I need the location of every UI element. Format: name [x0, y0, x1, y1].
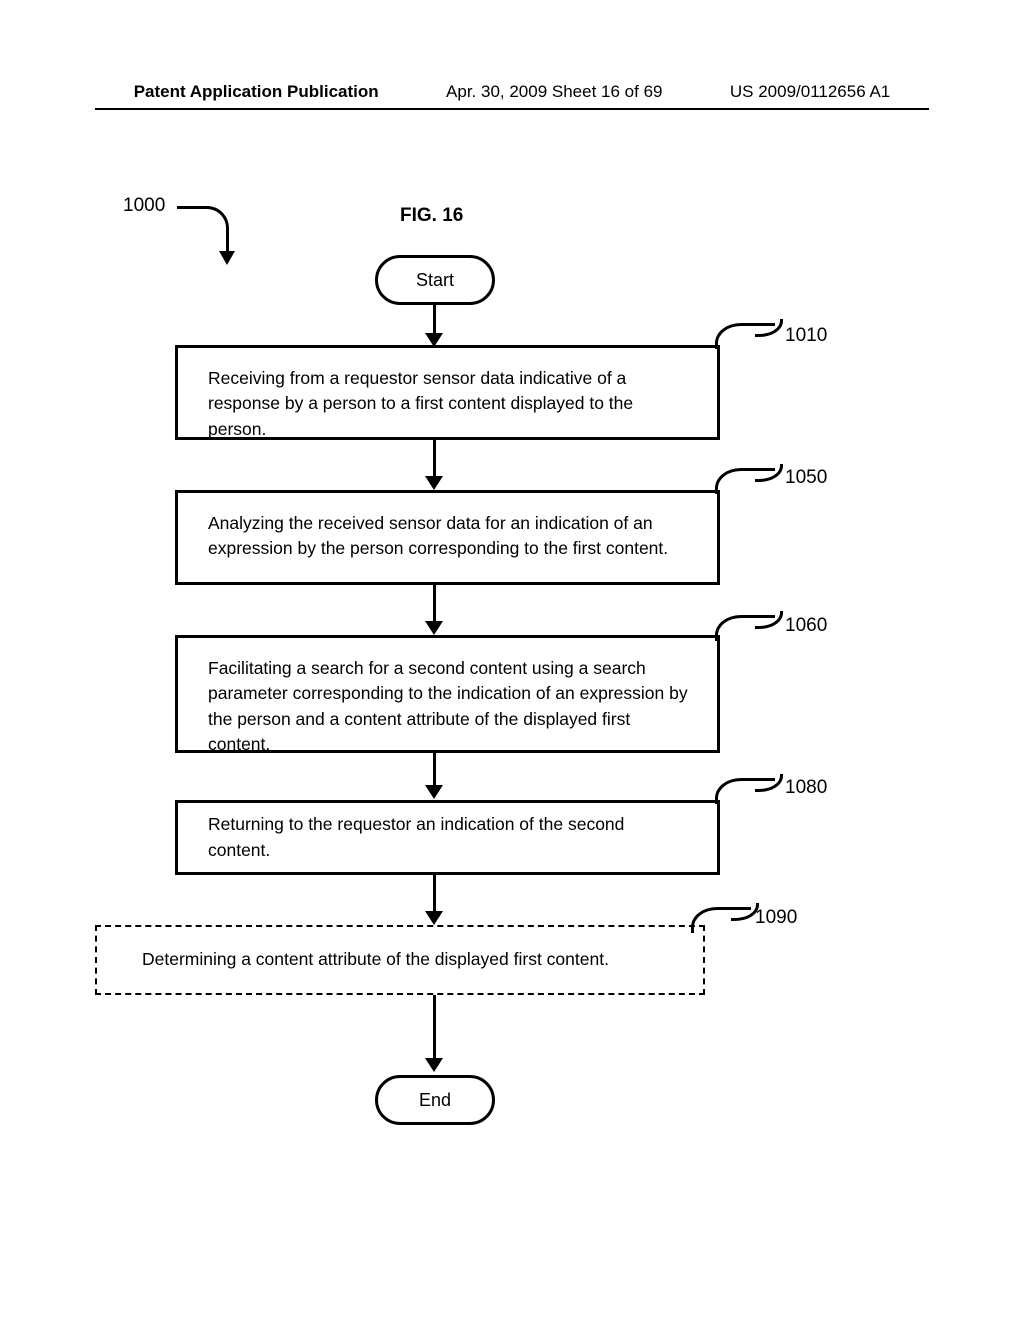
step-1080: Returning to the requestor an indication… [175, 800, 720, 875]
ref-label-1000: 1000 [123, 195, 165, 217]
step-1010: Receiving from a requestor sensor data i… [175, 345, 720, 440]
arrow-1080-to-1090 [433, 875, 436, 913]
step-1060: Facilitating a search for a second conte… [175, 635, 720, 753]
callout-tail-1080 [755, 774, 783, 792]
leader-1000-curve [205, 206, 229, 256]
figure-title: FIG. 16 [400, 205, 463, 227]
step-1060-text: Facilitating a search for a second conte… [208, 658, 688, 754]
step-1080-text: Returning to the requestor an indication… [208, 812, 691, 863]
terminal-end: End [375, 1075, 495, 1125]
arrow-start-to-1010 [433, 305, 436, 335]
arrow-1010-to-1050 [433, 440, 436, 478]
arrowhead-1090-to-end [425, 1058, 443, 1072]
step-1050-text: Analyzing the received sensor data for a… [208, 513, 668, 558]
header-rule [95, 108, 929, 110]
ref-label-1080: 1080 [785, 777, 827, 799]
leader-1000-arrow [219, 251, 235, 265]
step-1090: Determining a content attribute of the d… [95, 925, 705, 995]
callout-tail-1060 [755, 611, 783, 629]
arrowhead-1080-to-1090 [425, 911, 443, 925]
callout-tail-1050 [755, 464, 783, 482]
page: Patent Application Publication Apr. 30, … [0, 0, 1024, 1320]
terminal-start: Start [375, 255, 495, 305]
step-1050: Analyzing the received sensor data for a… [175, 490, 720, 585]
page-header: Patent Application Publication Apr. 30, … [0, 82, 1024, 106]
step-1090-text: Determining a content attribute of the d… [142, 947, 609, 972]
arrow-1050-to-1060 [433, 585, 436, 623]
header-date-sheet: Apr. 30, 2009 Sheet 16 of 69 [446, 82, 662, 102]
callout-tail-1010 [755, 319, 783, 337]
ref-label-1090: 1090 [755, 907, 797, 929]
arrow-1090-to-end [433, 995, 436, 1060]
ref-label-1010: 1010 [785, 325, 827, 347]
header-publication: Patent Application Publication [134, 82, 379, 102]
arrowhead-1060-to-1080 [425, 785, 443, 799]
arrow-1060-to-1080 [433, 753, 436, 787]
terminal-end-label: End [419, 1090, 451, 1111]
ref-label-1060: 1060 [785, 615, 827, 637]
ref-label-1050: 1050 [785, 467, 827, 489]
header-pubnumber: US 2009/0112656 A1 [730, 82, 890, 102]
step-1010-text: Receiving from a requestor sensor data i… [208, 368, 633, 439]
arrowhead-1050-to-1060 [425, 621, 443, 635]
terminal-start-label: Start [416, 270, 454, 291]
arrowhead-1010-to-1050 [425, 476, 443, 490]
